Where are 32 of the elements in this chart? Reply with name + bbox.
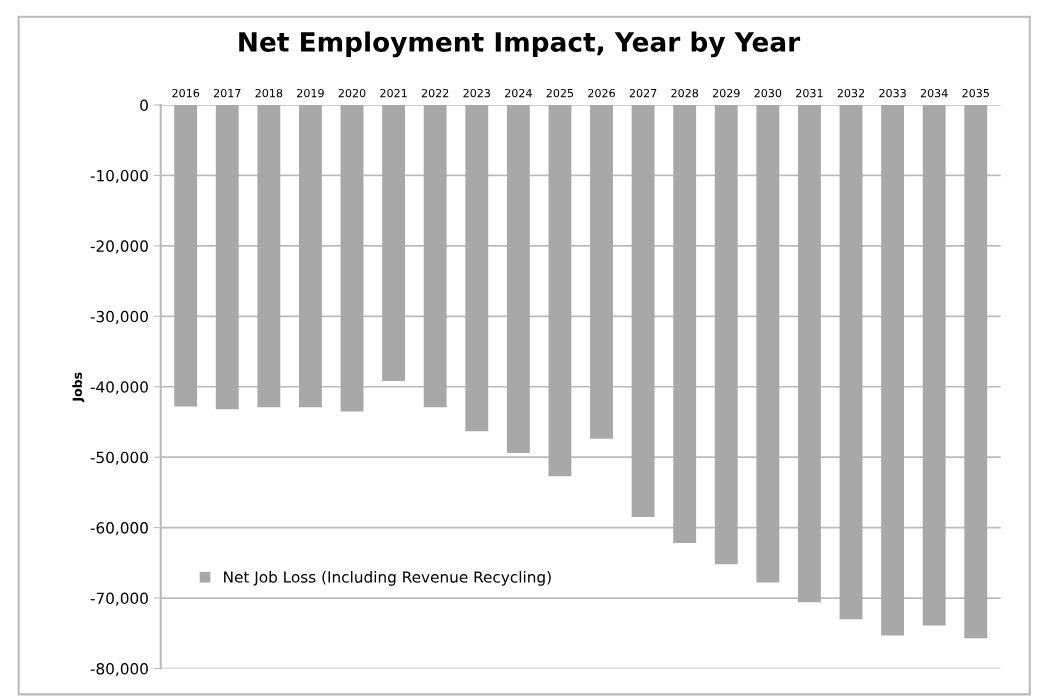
y-tick-label: -10,000 [90,169,148,184]
y-tick-label: -50,000 [90,451,148,465]
x-tick-label: 2026 [588,88,615,98]
x-tick-label: 2035 [962,88,989,98]
x-tick-label: 2028 [671,88,699,98]
x-tick-label: 2021 [380,88,407,98]
x-tick-label: 2016 [172,88,200,98]
y-tick-label: -80,000 [90,662,148,677]
x-tick-label: 2022 [421,88,449,98]
x-tick-label: 2030 [754,88,782,98]
y-tick-label: -60,000 [90,522,148,536]
y-tick-label: -70,000 [90,592,148,606]
x-tick-label: 2025 [546,88,574,98]
x-tick-label: 2031 [796,88,823,98]
x-tick-label: 2029 [712,88,740,98]
x-tick-label: 2034 [920,88,948,98]
chart-title: Net Employment Impact, Year by Year [239,31,801,58]
y-axis-title: Jobs [72,372,85,403]
y-tick-label: -20,000 [90,240,148,254]
x-tick-label: 2032 [837,88,865,98]
x-tick-label: 2017 [213,88,241,98]
y-tick-label: -40,000 [90,381,148,395]
x-tick-label: 2024 [505,88,532,98]
x-tick-label: 2019 [297,88,324,98]
x-tick-label: 2033 [879,88,906,98]
x-tick-label: 2027 [629,88,657,98]
y-tick-label: -30,000 [90,310,148,324]
x-tick-label: 2023 [463,88,491,98]
legend-label: Net Job Loss (Including Revenue Recycling) [224,570,551,586]
y-tick-label: 0 [140,99,148,112]
x-tick-label: 2018 [255,88,283,98]
x-tick-label: 2020 [338,88,366,98]
